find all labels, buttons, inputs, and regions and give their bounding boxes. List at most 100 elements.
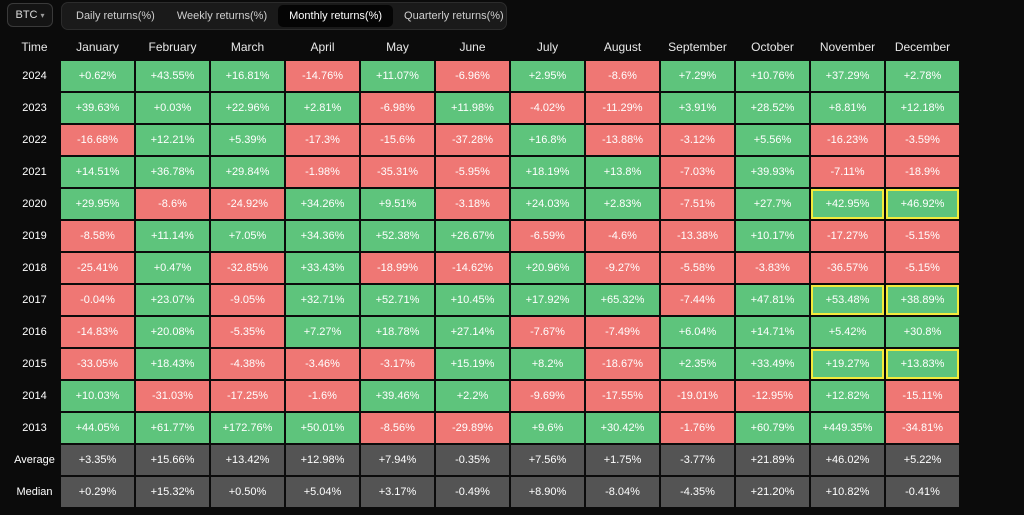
- return-cell: -4.02%: [511, 93, 584, 123]
- return-cell: -19.01%: [661, 381, 734, 411]
- summary-cell: -4.35%: [661, 477, 734, 507]
- return-cell: -17.55%: [586, 381, 659, 411]
- return-cell: +11.14%: [136, 221, 209, 251]
- return-cell: +43.55%: [136, 61, 209, 91]
- return-cell: +39.93%: [736, 157, 809, 187]
- summary-row: Average +3.35% +15.66% +13.42% +12.98% +7.94%…: [10, 445, 959, 475]
- return-cell: -3.17%: [361, 349, 434, 379]
- return-cell: -7.51%: [661, 189, 734, 219]
- tab-quarterly-returns[interactable]: Quarterly returns(%): [404, 10, 504, 22]
- return-cell: +22.96%: [211, 93, 284, 123]
- return-cell: +34.26%: [286, 189, 359, 219]
- summary-cell: -3.77%: [661, 445, 734, 475]
- return-cell: +7.05%: [211, 221, 284, 251]
- return-cell: -29.89%: [436, 413, 509, 443]
- return-cell: -17.27%: [811, 221, 884, 251]
- return-cell: +34.36%: [286, 221, 359, 251]
- return-cell: +33.43%: [286, 253, 359, 283]
- return-cell: +5.56%: [736, 125, 809, 155]
- return-cell: +2.95%: [511, 61, 584, 91]
- year-label: 2022: [22, 134, 47, 146]
- return-cell: +19.27%: [811, 349, 884, 379]
- summary-cell: -8.04%: [586, 477, 659, 507]
- return-cell: +37.29%: [811, 61, 884, 91]
- return-cell: +2.81%: [286, 93, 359, 123]
- year-label: 2020: [22, 198, 47, 210]
- return-cell: -13.88%: [586, 125, 659, 155]
- table-row: 2013 +44.05% +61.77% +172.76% +50.01% -8.56% -…: [10, 413, 959, 443]
- return-cell: +30.8%: [886, 317, 959, 347]
- tab-weekly-returns[interactable]: Weekly returns(%): [176, 10, 268, 22]
- return-cell: -17.25%: [211, 381, 284, 411]
- toolbar: BTC ▾ Daily returns(%) Weekly returns(%)…: [0, 0, 1024, 34]
- return-cell: -4.38%: [211, 349, 284, 379]
- month-header: March: [230, 40, 265, 54]
- summary-cell: +7.56%: [511, 445, 584, 475]
- summary-cell: -0.35%: [436, 445, 509, 475]
- return-cell: -0.04%: [61, 285, 134, 315]
- table-row: 2019 -8.58% +11.14% +7.05% +34.36% +52.38% +26…: [10, 221, 959, 251]
- return-cell: +5.42%: [811, 317, 884, 347]
- return-cell: -17.3%: [286, 125, 359, 155]
- return-cell: +52.71%: [361, 285, 434, 315]
- return-cell: +16.8%: [511, 125, 584, 155]
- return-cell: +36.78%: [136, 157, 209, 187]
- table-row: 2014 +10.03% -31.03% -17.25% -1.6% +39.46% +2.…: [10, 381, 959, 411]
- summary-cell: +0.29%: [61, 477, 134, 507]
- return-cell: -3.83%: [736, 253, 809, 283]
- year-label: 2024: [22, 70, 47, 82]
- tab-monthly-returns[interactable]: Monthly returns(%): [278, 5, 394, 27]
- month-header: February: [148, 40, 197, 54]
- summary-cell: +13.42%: [211, 445, 284, 475]
- summary-cell: +3.35%: [61, 445, 134, 475]
- return-cell: -7.67%: [511, 317, 584, 347]
- return-cell: +2.78%: [886, 61, 959, 91]
- year-label: 2023: [22, 102, 47, 114]
- return-cell: +14.51%: [61, 157, 134, 187]
- asset-select[interactable]: BTC ▾: [7, 3, 53, 27]
- monthly-returns-table: Time January February March April May Ju…: [8, 33, 961, 509]
- return-cell: -11.29%: [586, 93, 659, 123]
- header-row: Time January February March April May Ju…: [10, 35, 959, 59]
- return-cell: -24.92%: [211, 189, 284, 219]
- return-cell: +20.08%: [136, 317, 209, 347]
- return-cell: -3.12%: [661, 125, 734, 155]
- year-label: 2017: [22, 294, 47, 306]
- return-cell: -5.95%: [436, 157, 509, 187]
- return-cell: +16.81%: [211, 61, 284, 91]
- return-cell: +12.21%: [136, 125, 209, 155]
- return-cell: +30.42%: [586, 413, 659, 443]
- return-cell: +0.03%: [136, 93, 209, 123]
- return-cell: +6.04%: [661, 317, 734, 347]
- table-row: 2024 +0.62% +43.55% +16.81% -14.76% +11.07% -6…: [10, 61, 959, 91]
- year-label: 2019: [22, 230, 47, 242]
- month-header: April: [310, 40, 335, 54]
- return-cell: -37.28%: [436, 125, 509, 155]
- return-cell: -3.59%: [886, 125, 959, 155]
- return-cell: +5.39%: [211, 125, 284, 155]
- summary-cell: -0.41%: [886, 477, 959, 507]
- return-cell: -1.98%: [286, 157, 359, 187]
- return-cell: +61.77%: [136, 413, 209, 443]
- return-cell: -33.05%: [61, 349, 134, 379]
- return-cell: +50.01%: [286, 413, 359, 443]
- return-cell: +60.79%: [736, 413, 809, 443]
- summary-cell: +5.04%: [286, 477, 359, 507]
- return-cell: -32.85%: [211, 253, 284, 283]
- tab-daily-returns[interactable]: Daily returns(%): [76, 10, 155, 22]
- return-cell: -6.96%: [436, 61, 509, 91]
- return-cell: -16.68%: [61, 125, 134, 155]
- table-row: 2022 -16.68% +12.21% +5.39% -17.3% -15.6% -37.…: [10, 125, 959, 155]
- table-row: 2015 -33.05% +18.43% -4.38% -3.46% -3.17% +15.…: [10, 349, 959, 379]
- return-cell: +2.83%: [586, 189, 659, 219]
- return-cell: +7.29%: [661, 61, 734, 91]
- return-cell: -7.49%: [586, 317, 659, 347]
- table-body: 2024 +0.62% +43.55% +16.81% -14.76% +11.07% -6…: [10, 61, 959, 507]
- return-cell: +3.91%: [661, 93, 734, 123]
- return-cell: +10.45%: [436, 285, 509, 315]
- return-cell: +26.67%: [436, 221, 509, 251]
- month-header: June: [459, 40, 486, 54]
- table-row: 2020 +29.95% -8.6% -24.92% +34.26% +9.51% -3.1…: [10, 189, 959, 219]
- month-header: December: [894, 40, 951, 54]
- return-cell: +28.52%: [736, 93, 809, 123]
